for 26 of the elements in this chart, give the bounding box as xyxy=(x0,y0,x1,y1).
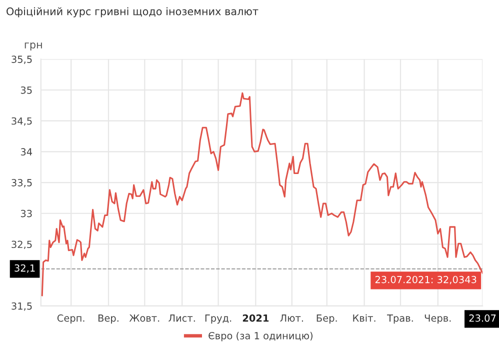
y-tick-label: 35 xyxy=(20,86,32,94)
x-tick-label: Черв. xyxy=(424,314,451,324)
x-tick-label: Лют. xyxy=(280,314,303,322)
x-tick-label: 2021 xyxy=(242,314,269,322)
y-tick-label: 31,5 xyxy=(12,302,32,311)
y-tick-label: 32,5 xyxy=(12,240,32,250)
y-tick-label: 33,5 xyxy=(12,179,32,188)
y-tick-label: 33 xyxy=(20,210,32,218)
y-axis-title: грн xyxy=(24,42,42,51)
x-tick-label: Лист. xyxy=(168,314,195,322)
x-tick-label: Жовт. xyxy=(129,314,160,322)
x-tick-label: Вер. xyxy=(98,314,118,324)
line-series xyxy=(41,92,483,296)
y-tick-label: 35,5 xyxy=(12,56,32,64)
x-tick-label: 23.07 xyxy=(469,314,496,322)
y-tick-label: 34 xyxy=(20,148,32,156)
chart-title: Офіційний курс гривні щодо іноземних валют xyxy=(6,7,258,18)
x-tick-label: Бер. xyxy=(316,314,337,324)
x-tick-label: Груд. xyxy=(205,314,232,324)
legend-label: Євро (за 1 одиницю) xyxy=(208,332,312,342)
y-tick-label: 34,5 xyxy=(12,117,32,126)
x-tick-label: Серп. xyxy=(57,314,84,324)
x-tick-label: Трав. xyxy=(387,314,413,324)
x-tick-label: Квіт. xyxy=(353,314,376,322)
annotation: 23.07.2021: 32,0343 xyxy=(375,276,476,284)
ref-line-label: 32,1 xyxy=(14,264,35,273)
